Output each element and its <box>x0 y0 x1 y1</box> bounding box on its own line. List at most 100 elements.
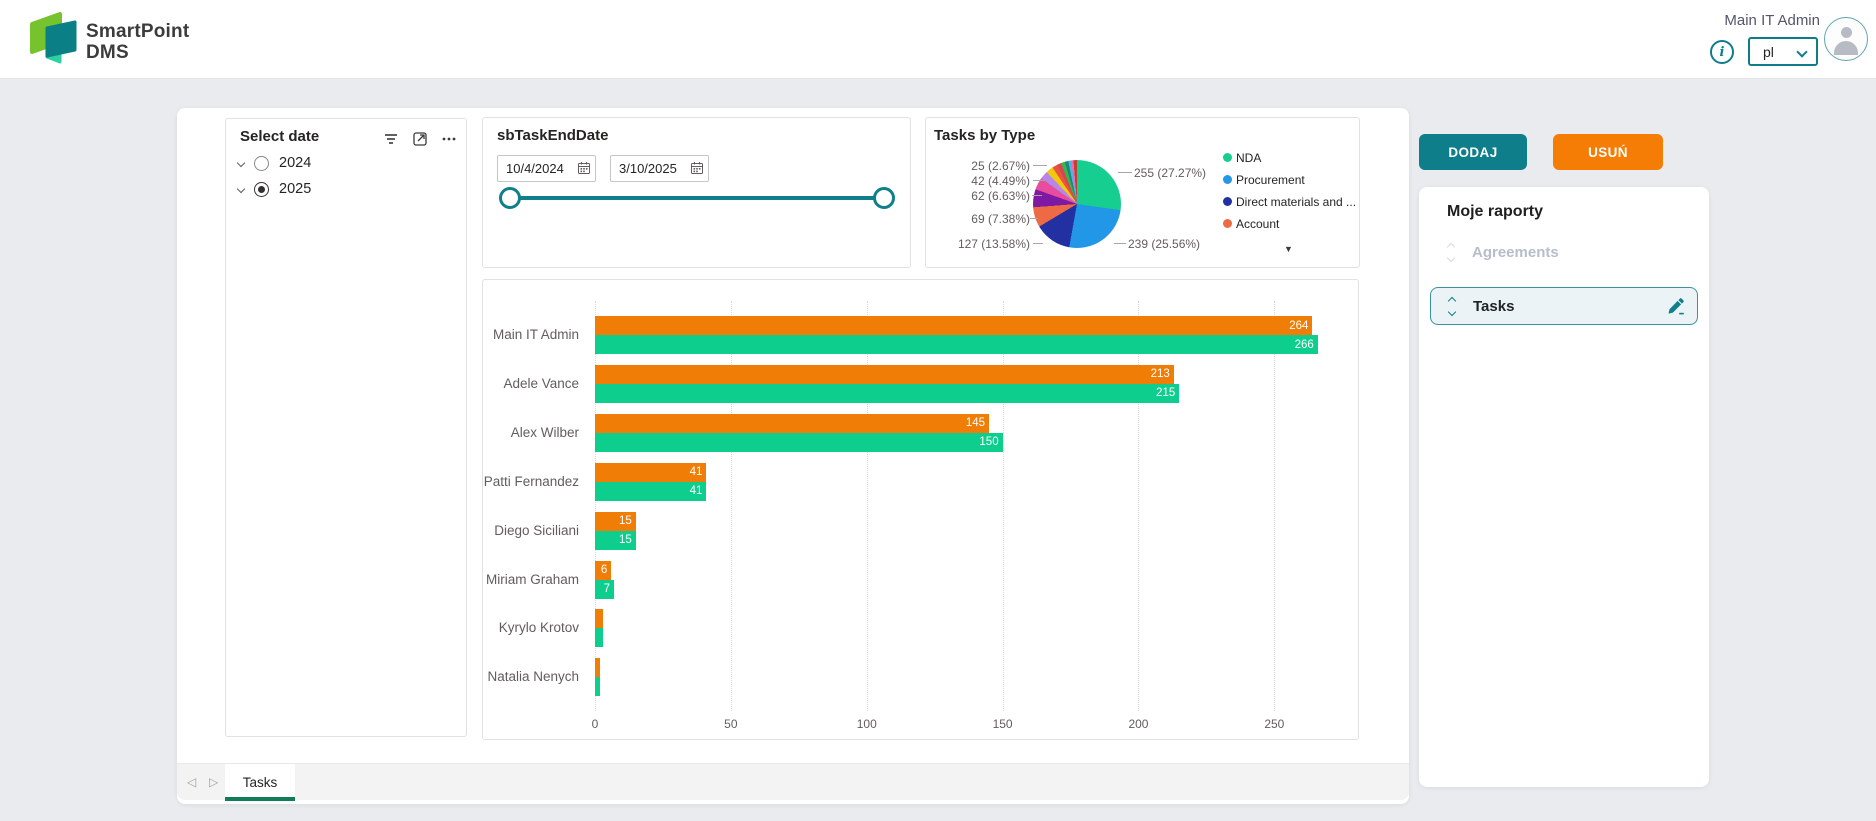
calendar-icon[interactable] <box>577 161 591 180</box>
category-label: Main IT Admin <box>483 327 579 342</box>
chevron-down-icon[interactable] <box>1447 253 1455 261</box>
bar[interactable]: 150 <box>595 433 1003 452</box>
callout-line <box>1030 218 1038 219</box>
bar-value-label: 15 <box>619 515 632 527</box>
legend-label: Account <box>1236 217 1279 231</box>
bar-value-label: 150 <box>979 436 998 448</box>
legend-item[interactable]: Direct materials and ... <box>1223 195 1356 208</box>
chart-title: Tasks by Type <box>934 127 1035 144</box>
chevron-down-icon[interactable] <box>1448 307 1456 315</box>
panel-title: sbTaskEndDate <box>497 127 608 144</box>
category-label: Alex Wilber <box>483 425 579 440</box>
bar[interactable]: 7 <box>595 580 614 599</box>
category-label: Patti Fernandez <box>483 474 579 489</box>
bar[interactable]: 6 <box>595 561 611 580</box>
info-icon: i <box>1720 45 1725 60</box>
report-item-tasks[interactable]: Tasks <box>1430 287 1698 325</box>
bar[interactable]: 15 <box>595 531 636 550</box>
pie-callout: 69 (7.38%) <box>926 212 1030 226</box>
bar[interactable] <box>595 677 600 696</box>
user-name: Main IT Admin <box>1724 12 1820 29</box>
end-date-box <box>610 155 709 182</box>
date-option-2024[interactable]: 2024 <box>238 151 311 175</box>
logo-text: SmartPoint DMS <box>86 21 189 63</box>
edit-pencil-icon[interactable] <box>1666 297 1685 316</box>
bar[interactable]: 145 <box>595 414 989 433</box>
reorder-chevrons <box>1448 244 1454 261</box>
tab-tasks[interactable]: Tasks <box>225 764 295 801</box>
category-label: Adele Vance <box>483 376 579 391</box>
bar[interactable]: 266 <box>595 335 1318 354</box>
legend-label: Procurement <box>1236 173 1305 187</box>
chevron-up-icon[interactable] <box>1447 242 1455 250</box>
chevron-down-icon <box>237 185 245 193</box>
info-button[interactable]: i <box>1710 40 1734 64</box>
more-options-icon[interactable] <box>441 131 457 147</box>
add-report-button[interactable]: DODAJ <box>1419 134 1527 170</box>
brand-logo: SmartPoint DMS <box>30 12 189 71</box>
callout-line <box>1033 165 1047 166</box>
x-axis-tick-label: 200 <box>1118 717 1158 731</box>
bar[interactable]: 15 <box>595 512 636 531</box>
filter-icon[interactable] <box>383 131 399 147</box>
my-reports-panel: Moje raporty Agreements Tasks <box>1419 187 1709 787</box>
radio-checked[interactable] <box>254 182 269 197</box>
legend-dot <box>1223 175 1232 184</box>
gridline <box>1003 301 1004 711</box>
legend-item[interactable]: Account <box>1223 217 1356 230</box>
calendar-icon[interactable] <box>690 161 704 180</box>
bar[interactable] <box>595 628 603 647</box>
category-label: Natalia Nenych <box>483 669 579 684</box>
bar-value-label: 7 <box>604 583 610 595</box>
legend-item[interactable]: NDA <box>1223 151 1356 164</box>
slider-handle-start[interactable] <box>499 187 521 209</box>
date-range-slicer: sbTaskEndDate <box>482 117 911 268</box>
pie-callout: 239 (25.56%) <box>1128 237 1200 251</box>
date-option-2025[interactable]: 2025 <box>238 177 311 201</box>
bar[interactable]: 213 <box>595 365 1174 384</box>
legend-item[interactable]: Procurement <box>1223 173 1356 186</box>
pie-chart[interactable] <box>1033 160 1121 248</box>
logo-line1: SmartPoint <box>86 21 189 42</box>
report-item-agreements[interactable]: Agreements <box>1430 233 1698 271</box>
bar-value-label: 145 <box>966 417 985 429</box>
legend-dot <box>1223 197 1232 206</box>
start-date-box <box>497 155 596 182</box>
bar[interactable] <box>595 609 603 628</box>
bar-value-label: 266 <box>1295 339 1314 351</box>
legend-dot <box>1223 219 1232 228</box>
visual-header <box>383 131 457 147</box>
date-range-slider-track <box>510 196 884 200</box>
callout-line <box>1033 243 1043 244</box>
focus-mode-icon[interactable] <box>412 131 428 147</box>
bar-value-label: 264 <box>1289 320 1308 332</box>
slider-handle-end[interactable] <box>873 187 895 209</box>
delete-report-button[interactable]: USUŃ <box>1553 134 1663 170</box>
bar[interactable]: 264 <box>595 316 1312 335</box>
bar[interactable]: 41 <box>595 463 706 482</box>
person-icon <box>1841 27 1852 38</box>
avatar[interactable] <box>1824 17 1868 61</box>
prev-page-arrow[interactable]: ◁ <box>187 775 196 789</box>
panel-title: Select date <box>240 128 319 145</box>
next-page-arrow[interactable]: ▷ <box>209 775 218 789</box>
tasks-by-user-visual: Main IT Admin Adele Vance Alex Wilber Patti… <box>482 279 1359 740</box>
bar-value-label: 215 <box>1156 387 1175 399</box>
bar[interactable]: 215 <box>595 384 1179 403</box>
radio-unchecked[interactable] <box>254 156 269 171</box>
x-axis-tick-label: 0 <box>575 717 615 731</box>
x-axis-tick-label: 100 <box>847 717 887 731</box>
bar-value-label: 41 <box>690 466 703 478</box>
bar[interactable] <box>595 658 600 677</box>
gridline <box>1274 301 1275 711</box>
bar-plot: 0501001502002502642662132151451504141151… <box>595 301 1345 741</box>
language-select[interactable]: pl <box>1748 37 1818 66</box>
legend-scroll-down-icon[interactable]: ▼ <box>1284 244 1293 254</box>
chevron-up-icon[interactable] <box>1448 296 1456 304</box>
callout-line <box>1114 243 1126 244</box>
gridline <box>1138 301 1139 711</box>
pie-callout: 42 (4.49%) <box>926 174 1030 188</box>
legend-dot <box>1223 153 1232 162</box>
my-reports-title: Moje raporty <box>1447 203 1543 221</box>
bar[interactable]: 41 <box>595 482 706 501</box>
